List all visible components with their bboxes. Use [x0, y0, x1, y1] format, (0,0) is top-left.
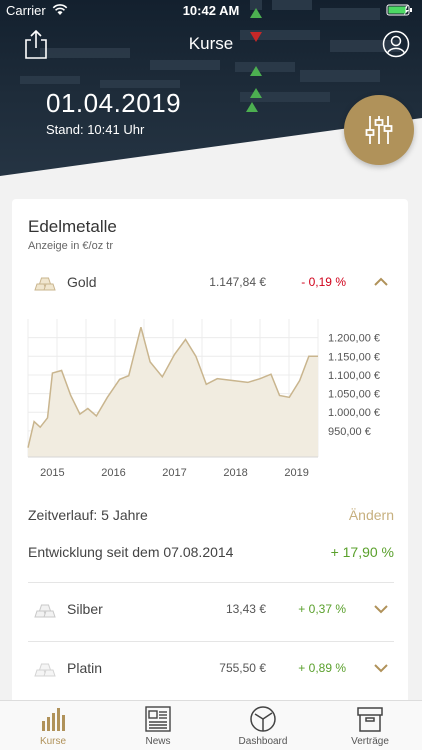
sliders-icon [365, 116, 393, 144]
tab-news[interactable]: News [113, 701, 203, 750]
tab-dashboard[interactable]: Dashboard [218, 701, 308, 750]
card-subtitle: Anzeige in €/oz tr [28, 240, 113, 252]
change-timeframe-link[interactable]: Ändern [348, 507, 394, 523]
archive-box-icon [357, 707, 383, 732]
platinum-bars-icon [34, 663, 56, 677]
divider [28, 582, 394, 583]
silver-bars-icon [34, 604, 56, 618]
metal-row-gold[interactable]: Gold 1.147,84 € - 0,19 % [28, 268, 394, 298]
performance-row: Entwicklung seit dem 07.08.2014 + 17,90 … [28, 544, 394, 566]
tab-label: Kurse [39, 736, 67, 747]
precious-metals-card: Edelmetalle Anzeige in €/oz tr Gold 1.14… [12, 199, 408, 709]
page-title: Kurse [188, 34, 234, 53]
divider [28, 641, 394, 642]
metal-row-platin[interactable]: Platin 755,50 € + 0,89 % [28, 654, 394, 684]
chart-y-tick-label: 1.000,00 € [328, 407, 380, 419]
chart-y-tick-label: 1.150,00 € [328, 351, 380, 363]
filter-button[interactable] [344, 95, 414, 165]
dashboard-gauge-icon [250, 706, 276, 732]
chart-area-fill [28, 327, 318, 457]
chart-x-tick-label: 2016 [101, 467, 125, 479]
chevron-down-icon[interactable] [374, 663, 388, 673]
tab-vertraege[interactable]: Verträge [325, 701, 415, 750]
chevron-up-icon[interactable] [374, 277, 388, 287]
chart-y-tick-label: 950,00 € [328, 426, 371, 438]
metal-name: Gold [67, 274, 97, 290]
tab-label: Verträge [351, 736, 389, 747]
stock-ticker-background [20, 0, 400, 112]
tab-label: Dashboard [238, 736, 288, 747]
navigation-bar: Kurse [0, 24, 422, 64]
profile-icon[interactable] [382, 30, 410, 58]
status-bar: Carrier 10:42 AM [0, 0, 422, 22]
metal-change: + 0,89 % [298, 661, 346, 675]
chart-x-tick-label: 2018 [223, 467, 247, 479]
wifi-icon [52, 4, 68, 15]
chevron-down-icon[interactable] [374, 604, 388, 614]
clock: 10:42 AM [182, 3, 240, 18]
chart-series-line [27, 327, 318, 448]
performance-label: Entwicklung seit dem 07.08.2014 [28, 544, 234, 560]
share-icon[interactable] [22, 28, 50, 60]
header-banner [0, 0, 422, 176]
tab-bar: Kurse News Dashboard [0, 700, 422, 750]
metal-change: + 0,37 % [298, 602, 346, 616]
metal-name: Platin [67, 660, 103, 676]
chart-y-tick-label: 1.100,00 € [328, 370, 380, 382]
chart-x-tick-label: 2015 [40, 467, 64, 479]
battery-icon [386, 4, 412, 16]
metal-price: 13,43 € [225, 602, 266, 616]
gold-bars-icon [34, 277, 56, 291]
quote-date: 01.04.2019 [46, 88, 182, 118]
metal-row-silber[interactable]: Silber 13,43 € + 0,37 % [28, 595, 394, 625]
chart-x-tick-label: 2019 [284, 467, 308, 479]
metal-change: - 0,19 % [301, 275, 346, 289]
quote-timestamp: Stand: 10:41 Uhr [46, 122, 145, 137]
tab-label: News [145, 736, 171, 747]
bar-chart-icon [42, 708, 65, 731]
chart-x-tick-label: 2017 [162, 467, 186, 479]
chart-y-tick-label: 1.050,00 € [328, 389, 380, 401]
gold-price-chart: 1.200,00 € 1.150,00 € 1.100,00 € 1.050,00 €… [27, 319, 380, 479]
newspaper-icon [145, 706, 171, 732]
performance-value: + 17,90 % [330, 544, 394, 560]
tab-kurse[interactable]: Kurse [8, 701, 98, 750]
timeframe-label: Zeitverlauf: 5 Jahre [28, 507, 148, 523]
timeframe-row: Zeitverlauf: 5 Jahre Ändern [28, 507, 394, 529]
metal-name: Silber [67, 601, 103, 617]
metal-price: 755,50 € [219, 661, 266, 675]
metal-price: 1.147,84 € [209, 275, 266, 289]
card-title: Edelmetalle [28, 217, 117, 236]
chart-y-tick-label: 1.200,00 € [328, 333, 380, 345]
carrier-label: Carrier [6, 3, 46, 18]
header-diagonal-cut [0, 118, 422, 176]
